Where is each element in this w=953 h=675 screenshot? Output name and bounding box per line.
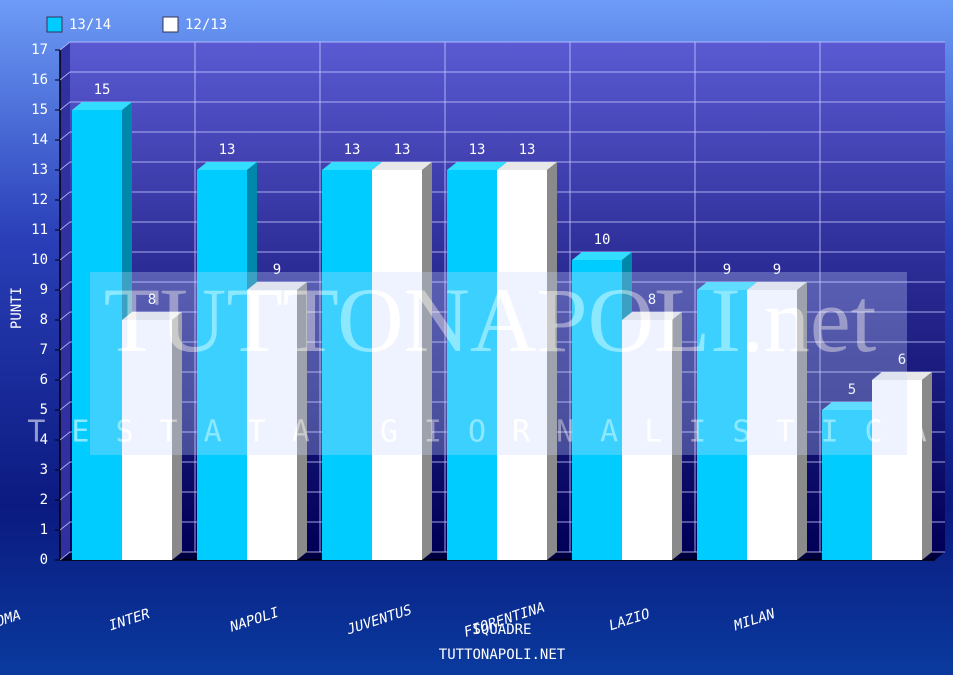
bar-top [822, 402, 882, 410]
y-tick-label: 7 [40, 342, 48, 358]
bar-top [622, 312, 682, 320]
bar-side [547, 162, 557, 560]
bar [822, 410, 872, 560]
bar [247, 290, 297, 560]
bar [322, 170, 372, 560]
data-label: 13 [469, 142, 486, 158]
bar-top [197, 162, 257, 170]
data-label: 8 [148, 292, 156, 308]
data-label: 9 [723, 262, 731, 278]
bar-side [297, 282, 307, 560]
y-tick-label: 8 [40, 312, 48, 328]
watermark-subtitle: TESTATA GIORNALISTICA [27, 415, 952, 450]
y-tick-label: 14 [31, 132, 48, 148]
y-tick-label: 2 [40, 492, 48, 508]
bar-side [797, 282, 807, 560]
bar-top [497, 162, 557, 170]
grid-line [59, 281, 945, 291]
bar-side [922, 372, 932, 560]
watermark-box [90, 272, 907, 455]
data-label: 9 [273, 262, 281, 278]
y-axis-label: PUNTI [9, 287, 25, 329]
bar-top [247, 282, 307, 290]
grid-line [59, 191, 945, 201]
y-tick-label: 3 [40, 462, 48, 478]
side-wall [60, 42, 70, 560]
bar [747, 290, 797, 560]
y-tick-label: 4 [40, 432, 48, 448]
grid-line [59, 101, 945, 111]
grid-line [59, 131, 945, 141]
watermark: TUTTONAPOLI.net TESTATA GIORNALISTICA [27, 269, 952, 455]
data-label: 15 [94, 82, 111, 98]
bar [197, 170, 247, 560]
y-tick-label: 9 [40, 282, 48, 298]
data-label: 5 [848, 382, 856, 398]
legend-label: 13/14 [69, 17, 111, 33]
bar-top [697, 282, 757, 290]
grid-line [59, 161, 945, 171]
data-label: 8 [648, 292, 656, 308]
data-label: 6 [898, 352, 906, 368]
bar-top [447, 162, 507, 170]
bar [372, 170, 422, 560]
bar [872, 380, 922, 560]
bar-top [747, 282, 807, 290]
bar [447, 170, 497, 560]
y-tick-label: 10 [31, 252, 48, 268]
grid-line [59, 251, 945, 261]
grid-line [59, 41, 945, 51]
bar-top [322, 162, 382, 170]
data-label: 9 [773, 262, 781, 278]
bar [572, 260, 622, 560]
y-tick-label: 0 [40, 552, 48, 568]
legend-swatch [162, 16, 179, 33]
watermark-title: TUTTONAPOLI.net [104, 269, 877, 371]
bar-side [672, 312, 682, 560]
data-label: 13 [344, 142, 361, 158]
y-tick-label: 5 [40, 402, 48, 418]
legend-label: 12/13 [185, 17, 227, 33]
data-label: 10 [594, 232, 611, 248]
y-tick-label: 1 [40, 522, 48, 538]
bar-side [172, 312, 182, 560]
bar-top [872, 372, 932, 380]
bar [122, 320, 172, 560]
y-tick-label: 11 [31, 222, 48, 238]
y-tick-label: 6 [40, 372, 48, 388]
y-tick-label: 13 [31, 162, 48, 178]
y-tick-label: 17 [31, 42, 48, 58]
bar [72, 110, 122, 560]
data-label: 13 [394, 142, 411, 158]
y-tick-label: 15 [31, 102, 48, 118]
bar-top [72, 102, 132, 110]
bar-top [572, 252, 632, 260]
data-label: 13 [519, 142, 536, 158]
bar [497, 170, 547, 560]
bar-top [122, 312, 182, 320]
footer: TUTTONAPOLI.NET [439, 647, 566, 663]
bar [622, 320, 672, 560]
y-tick-label: 16 [31, 72, 48, 88]
grid-line [59, 71, 945, 81]
bar-top [372, 162, 432, 170]
data-label: 13 [219, 142, 236, 158]
bar-side [422, 162, 432, 560]
legend-swatch [46, 16, 63, 33]
y-tick-label: 12 [31, 192, 48, 208]
bar [697, 290, 747, 560]
x-axis-label: SQUADRE [472, 622, 531, 638]
grid-line [59, 221, 945, 231]
